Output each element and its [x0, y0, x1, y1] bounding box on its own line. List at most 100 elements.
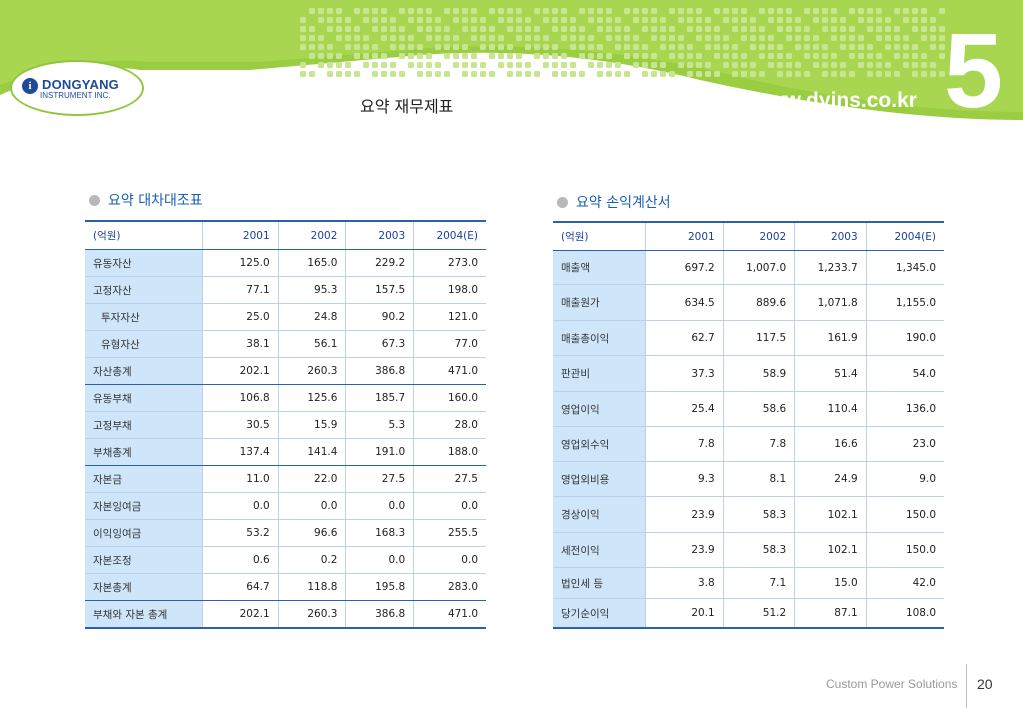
- table-row: 매출총이익 62.7 117.5 161.9 190.0: [553, 320, 944, 356]
- table-cell: 15.9: [277, 411, 346, 439]
- table-cell: 62.7: [644, 320, 724, 356]
- table-cell: 64.7: [202, 573, 279, 601]
- income-statement-table: (억원) 2001 2002 2003 2004(E) 매출액 697.2 1,00…: [553, 221, 944, 629]
- table-cell: 195.8: [345, 573, 414, 601]
- row-label: 매출총이익: [553, 320, 646, 356]
- row-label: 판관비: [553, 355, 646, 392]
- table-cell: 23.0: [865, 426, 944, 462]
- row-label: 유동자산: [85, 249, 203, 277]
- table-row: 자본조정 0.6 0.2 0.0 0.0: [85, 546, 486, 574]
- table-cell: 118.8: [277, 573, 346, 601]
- row-label: 자본금: [85, 465, 203, 493]
- table-row: 세전이익 23.9 58.3 102.1 150.0: [553, 532, 944, 568]
- table-cell: 150.0: [865, 532, 944, 568]
- table-cell: 185.7: [345, 384, 414, 412]
- logo-subtitle: INSTRUMENT INC.: [40, 91, 111, 100]
- table-cell: 1,007.0: [722, 250, 795, 285]
- table-cell: 20.1: [644, 598, 724, 629]
- income-statement-title-text: 요약 손익계산서: [576, 195, 671, 211]
- table-cell: 25.4: [644, 391, 724, 427]
- table-cell: 58.3: [722, 496, 795, 533]
- page-number: 20: [977, 676, 993, 692]
- bullet-icon: [557, 197, 568, 208]
- table-cell: 27.5: [345, 465, 414, 493]
- column-header: 2003: [345, 220, 414, 250]
- row-label: 영업외수익: [553, 426, 646, 462]
- table-cell: 37.3: [644, 355, 724, 392]
- table-row: 유형자산 38.1 56.1 67.3 77.0: [85, 330, 486, 358]
- table-cell: 102.1: [794, 532, 867, 568]
- table-cell: 0.0: [345, 546, 414, 574]
- table-cell: 0.2: [277, 546, 346, 574]
- table-cell: 191.0: [345, 438, 414, 466]
- table-cell: 125.6: [277, 384, 346, 412]
- table-cell: 260.3: [277, 357, 346, 385]
- table-cell: 77.0: [413, 330, 486, 358]
- table-cell: 165.0: [277, 249, 346, 277]
- table-cell: 56.1: [277, 330, 346, 358]
- table-cell: 28.0: [413, 411, 486, 439]
- row-label: 매출액: [553, 250, 646, 285]
- footer-divider: [966, 664, 967, 708]
- table-cell: 58.3: [722, 532, 795, 568]
- table-cell: 125.0: [202, 249, 279, 277]
- table-cell: 108.0: [865, 598, 944, 629]
- table-cell: 24.9: [794, 461, 867, 497]
- table-row: 유동자산 125.0 165.0 229.2 273.0: [85, 249, 486, 277]
- table-cell: 1,155.0: [865, 284, 944, 321]
- table-cell: 30.5: [202, 411, 279, 439]
- row-label: 자본총계: [85, 573, 203, 601]
- table-cell: 22.0: [277, 465, 346, 493]
- table-row: 영업이익 25.4 58.6 110.4 136.0: [553, 391, 944, 427]
- row-label: 영업외비용: [553, 461, 646, 497]
- table-cell: 38.1: [202, 330, 279, 358]
- table-row: 고정자산 77.1 95.3 157.5 198.0: [85, 276, 486, 304]
- table-cell: 87.1: [794, 598, 867, 629]
- row-label: 고정자산: [85, 276, 203, 304]
- table-cell: 260.3: [277, 600, 346, 629]
- table-cell: 90.2: [345, 303, 414, 331]
- row-label: 자산총계: [85, 357, 203, 385]
- table-row: 투자자산 25.0 24.8 90.2 121.0: [85, 303, 486, 331]
- table-cell: 106.8: [202, 384, 279, 412]
- column-header: 2001: [644, 221, 724, 251]
- table-cell: 141.4: [277, 438, 346, 466]
- table-cell: 229.2: [345, 249, 414, 277]
- table-cell: 190.0: [865, 320, 944, 356]
- table-cell: 54.0: [865, 355, 944, 392]
- header-banner: i DONGYANG INSTRUMENT INC. 요약 재무제표 www.d…: [0, 0, 1023, 135]
- table-cell: 202.1: [202, 600, 279, 629]
- table-row: 자본총계 64.7 118.8 195.8 283.0: [85, 573, 486, 601]
- table-cell: 889.6: [722, 284, 795, 321]
- table-cell: 161.9: [794, 320, 867, 356]
- table-cell: 77.1: [202, 276, 279, 304]
- table-row: 유동부채 106.8 125.6 185.7 160.0: [85, 384, 486, 412]
- row-label: 유동부채: [85, 384, 203, 412]
- table-cell: 0.6: [202, 546, 279, 574]
- table-cell: 0.0: [277, 492, 346, 520]
- row-label: 자본잉여금: [85, 492, 203, 520]
- table-cell: 0.0: [413, 546, 486, 574]
- row-label: 고정부채: [85, 411, 203, 439]
- table-cell: 168.3: [345, 519, 414, 547]
- table-cell: 5.3: [345, 411, 414, 439]
- chapter-number: 5: [944, 12, 1003, 130]
- table-cell: 255.5: [413, 519, 486, 547]
- column-header: 2003: [794, 221, 867, 251]
- table-cell: 273.0: [413, 249, 486, 277]
- table-cell: 0.0: [345, 492, 414, 520]
- column-header: 2002: [277, 220, 346, 250]
- table-row: 이익잉여금 53.2 96.6 168.3 255.5: [85, 519, 486, 547]
- row-label: 자본조정: [85, 546, 203, 574]
- table-cell: 188.0: [413, 438, 486, 466]
- column-header: (억원): [553, 221, 646, 251]
- table-cell: 95.3: [277, 276, 346, 304]
- table-cell: 8.1: [722, 461, 795, 497]
- table-row: 매출원가 634.5 889.6 1,071.8 1,155.0: [553, 284, 944, 321]
- row-label: 이익잉여금: [85, 519, 203, 547]
- table-cell: 697.2: [644, 250, 724, 285]
- table-row: 자산총계 202.1 260.3 386.8 471.0: [85, 357, 486, 385]
- table-cell: 51.4: [794, 355, 867, 392]
- table-row: 당기순이익 20.1 51.2 87.1 108.0: [553, 598, 944, 629]
- table-cell: 0.0: [202, 492, 279, 520]
